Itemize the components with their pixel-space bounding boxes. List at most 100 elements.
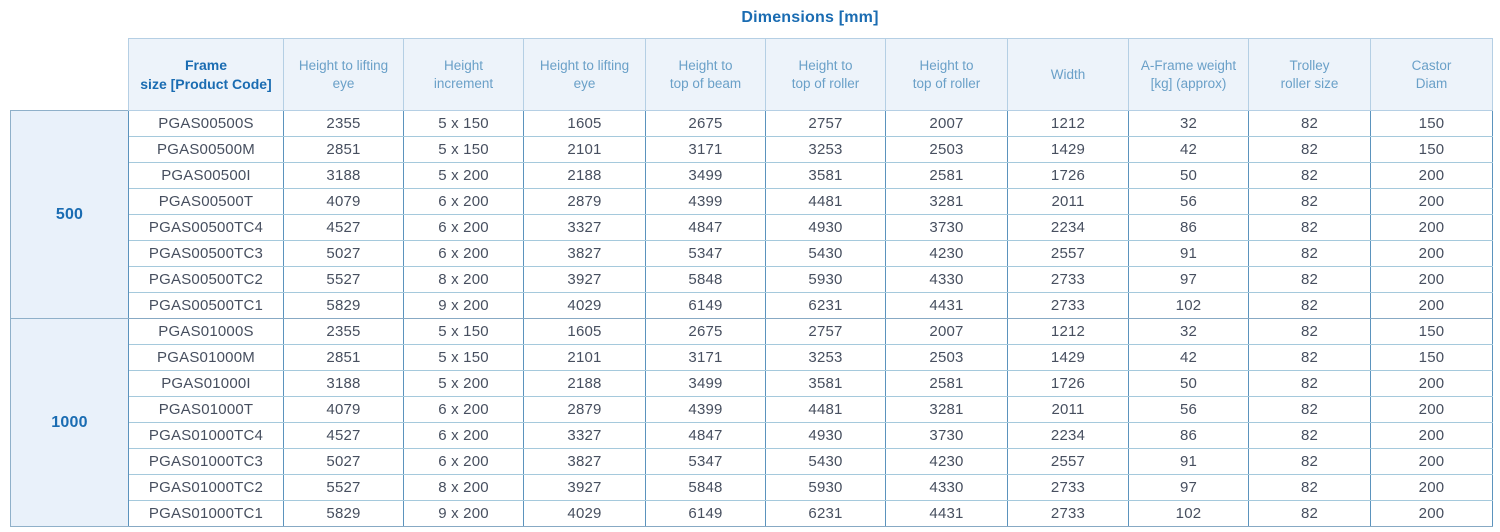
value-cell: 82 [1248, 396, 1371, 423]
product-code-cell: PGAS01000TC2 [128, 474, 284, 501]
product-code-cell: PGAS00500T [128, 188, 284, 215]
product-code-cell: PGAS01000TC4 [128, 422, 284, 449]
product-code-cell: PGAS01000T [128, 396, 284, 423]
product-code-cell: PGAS01000TC1 [128, 500, 284, 527]
value-cell: 200 [1370, 292, 1493, 319]
value-cell: 5 x 200 [403, 370, 524, 397]
value-cell: 5527 [283, 266, 404, 293]
value-cell: 2733 [1007, 292, 1129, 319]
value-cell: 82 [1248, 422, 1371, 449]
header-trolley-roller-size: Trolley roller size [1248, 38, 1371, 111]
product-code-cell: PGAS00500TC1 [128, 292, 284, 319]
value-cell: 4330 [885, 474, 1008, 501]
value-cell: 5027 [283, 448, 404, 475]
value-cell: 4930 [765, 422, 886, 449]
header-height-top-beam: Height to top of beam [645, 38, 766, 111]
header-height-increment: Height increment [403, 38, 524, 111]
value-cell: 82 [1248, 110, 1371, 137]
value-cell: 2007 [885, 318, 1008, 345]
value-cell: 3581 [765, 370, 886, 397]
value-cell: 3281 [885, 396, 1008, 423]
value-cell: 200 [1370, 474, 1493, 501]
value-cell: 2011 [1007, 396, 1129, 423]
table-row: 500 PGAS00500S 2355 5 x 150 1605 2675 2757 2007… [10, 110, 1493, 319]
value-cell: 4431 [885, 292, 1008, 319]
value-cell: 82 [1248, 500, 1371, 527]
value-cell: 1605 [523, 318, 646, 345]
value-cell: 2101 [523, 136, 646, 163]
value-cell: 5829 [283, 500, 404, 527]
product-code-cell: PGAS00500TC4 [128, 214, 284, 241]
group-label-cell: 500 [10, 110, 129, 319]
product-code-cell: PGAS00500M [128, 136, 284, 163]
value-cell: 3188 [283, 162, 404, 189]
value-cell: 2675 [645, 318, 766, 345]
value-cell: 82 [1248, 318, 1371, 345]
value-cell: 4399 [645, 396, 766, 423]
value-cell: 2188 [523, 162, 646, 189]
value-cell: 82 [1248, 188, 1371, 215]
value-cell: 4079 [283, 188, 404, 215]
value-cell: 1726 [1007, 162, 1129, 189]
value-cell: 2503 [885, 344, 1008, 371]
value-cell: 2011 [1007, 188, 1129, 215]
value-cell: 4847 [645, 214, 766, 241]
value-cell: 4847 [645, 422, 766, 449]
value-cell: 200 [1370, 448, 1493, 475]
table-row: PGAS00500M 2851 5 x 150 2101 3171 3253 2503 142… [11, 136, 1493, 163]
value-cell: 5347 [645, 240, 766, 267]
value-cell: 4330 [885, 266, 1008, 293]
value-cell: 5527 [283, 474, 404, 501]
value-cell: 1429 [1007, 136, 1129, 163]
table-row: PGAS01000TC4 4527 6 x 200 3327 4847 4930 3730 2… [11, 422, 1493, 449]
value-cell: 5347 [645, 448, 766, 475]
value-cell: 3827 [523, 240, 646, 267]
header-frame-size: Frame size [Product Code] [128, 38, 284, 111]
product-code-cell: PGAS01000S [128, 318, 284, 345]
value-cell: 97 [1128, 474, 1249, 501]
value-cell: 82 [1248, 370, 1371, 397]
value-cell: 5848 [645, 474, 766, 501]
value-cell: 4230 [885, 448, 1008, 475]
table-row: PGAS01000TC1 5829 9 x 200 4029 6149 6231 4431 2… [11, 500, 1493, 527]
value-cell: 82 [1248, 162, 1371, 189]
value-cell: 1212 [1007, 110, 1129, 137]
value-cell: 6149 [645, 292, 766, 319]
value-cell: 82 [1248, 214, 1371, 241]
dimensions-table: Frame size [Product Code] Height to lift… [10, 38, 1493, 527]
value-cell: 9 x 200 [403, 500, 524, 527]
header-corner-spacer [11, 39, 129, 111]
value-cell: 2557 [1007, 240, 1129, 267]
value-cell: 2851 [283, 136, 404, 163]
value-cell: 4481 [765, 188, 886, 215]
value-cell: 2503 [885, 136, 1008, 163]
value-cell: 2581 [885, 370, 1008, 397]
value-cell: 3188 [283, 370, 404, 397]
value-cell: 2188 [523, 370, 646, 397]
value-cell: 3499 [645, 370, 766, 397]
value-cell: 82 [1248, 474, 1371, 501]
value-cell: 5829 [283, 292, 404, 319]
value-cell: 5 x 150 [403, 318, 524, 345]
table-row: 1000 PGAS01000S 2355 5 x 150 1605 2675 2757 200… [10, 318, 1493, 527]
product-code-cell: PGAS00500TC3 [128, 240, 284, 267]
value-cell: 5027 [283, 240, 404, 267]
value-cell: 5930 [765, 266, 886, 293]
value-cell: 200 [1370, 370, 1493, 397]
value-cell: 6 x 200 [403, 422, 524, 449]
value-cell: 2355 [283, 318, 404, 345]
table-row: PGAS00500TC3 5027 6 x 200 3827 5347 5430 4230 2… [11, 240, 1493, 267]
value-cell: 6 x 200 [403, 240, 524, 267]
value-cell: 2557 [1007, 448, 1129, 475]
value-cell: 5 x 150 [403, 110, 524, 137]
value-cell: 6 x 200 [403, 214, 524, 241]
table-row: PGAS00500I 3188 5 x 200 2188 3499 3581 2581 172… [11, 162, 1493, 189]
product-code-cell: PGAS00500TC2 [128, 266, 284, 293]
value-cell: 97 [1128, 266, 1249, 293]
value-cell: 3281 [885, 188, 1008, 215]
value-cell: 4527 [283, 214, 404, 241]
value-cell: 5 x 150 [403, 344, 524, 371]
value-cell: 6 x 200 [403, 396, 524, 423]
value-cell: 2879 [523, 188, 646, 215]
value-cell: 5930 [765, 474, 886, 501]
